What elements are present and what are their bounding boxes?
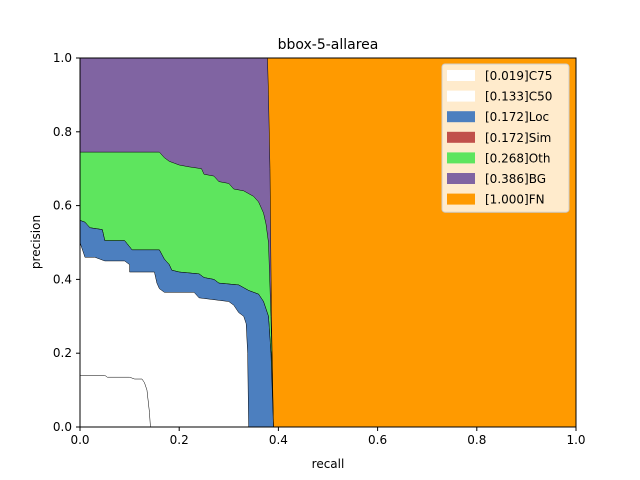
legend-swatch: [447, 173, 475, 184]
y-tick-label: 0.0: [53, 420, 72, 434]
legend-swatch: [447, 90, 475, 102]
legend-label: [0.268]Oth: [485, 151, 550, 165]
legend-swatch: [447, 152, 475, 164]
legend-swatch: [447, 193, 475, 205]
legend-label: [0.133]C50: [485, 90, 552, 104]
legend-label: [0.386]BG: [485, 172, 546, 186]
legend-swatch: [447, 70, 475, 81]
legend-label: [1.000]FN: [485, 193, 545, 207]
legend-label: [0.172]Loc: [485, 110, 549, 124]
x-tick-label: 0.6: [368, 433, 387, 447]
y-axis-label: precision: [29, 215, 43, 269]
y-tick-label: 0.6: [53, 199, 72, 213]
x-tick-label: 0.0: [70, 433, 89, 447]
x-tick-label: 1.0: [566, 433, 585, 447]
y-tick-label: 0.8: [53, 125, 72, 139]
y-tick-label: 1.0: [53, 51, 72, 65]
legend-label: [0.019]C75: [485, 69, 552, 83]
x-axis-label: recall: [312, 457, 345, 471]
legend: [0.019]C75 [0.133]C50 [0.172]Loc [0.172]Sim…: [441, 63, 570, 213]
x-tick-label: 0.4: [269, 433, 288, 447]
chart-title: bbox-5-allarea: [278, 37, 379, 53]
axes: 0.0 0.2 0.4 0.6 0.8 1.0 0.0 0.2 0.4 0.6 0.8 1.0: [53, 51, 586, 447]
x-tick-label: 0.2: [170, 433, 189, 447]
legend-swatch: [447, 111, 475, 123]
area-series-c75: [80, 375, 151, 427]
y-tick-label: 0.2: [53, 346, 72, 360]
plot-frame: [79, 57, 577, 428]
legend-swatch: [447, 131, 475, 143]
legend-label: [0.172]Sim: [485, 131, 551, 145]
y-tick-label: 0.4: [53, 272, 72, 286]
x-tick-label: 0.8: [467, 433, 486, 447]
